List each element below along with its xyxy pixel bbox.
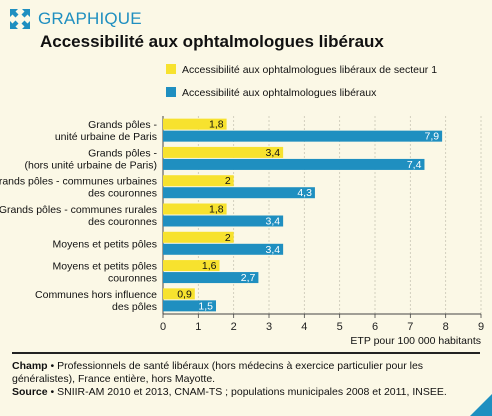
x-tick-label: 4 bbox=[301, 321, 307, 333]
data-label-secteur1: 1,8 bbox=[209, 204, 224, 216]
category-label: des couronnes bbox=[88, 188, 157, 200]
graphique-tag: GRAPHIQUE bbox=[38, 9, 142, 28]
category-label: Grands pôles - communes urbaines bbox=[0, 176, 157, 188]
data-label-all: 7,9 bbox=[425, 131, 440, 143]
category-label: unité urbaine de Paris bbox=[55, 131, 157, 143]
champ-label: Champ bbox=[12, 360, 48, 372]
category-label: Communes hors influence bbox=[35, 289, 157, 301]
bar-secteur1 bbox=[163, 231, 234, 243]
bar-secteur1 bbox=[163, 175, 234, 187]
bar-all bbox=[163, 215, 284, 227]
chart-header: GRAPHIQUE Accessibilité aux ophtalmologu… bbox=[10, 8, 480, 51]
data-label-all: 3,4 bbox=[266, 216, 281, 228]
bar-all bbox=[163, 272, 259, 284]
bar-all bbox=[163, 187, 315, 199]
chart-title: Accessibilité aux ophtalmologues libérau… bbox=[40, 32, 384, 51]
data-label-all: 3,4 bbox=[266, 244, 281, 256]
data-label-secteur1: 3,4 bbox=[266, 147, 281, 159]
x-tick-label: 2 bbox=[231, 321, 237, 333]
bar-all bbox=[163, 243, 284, 255]
bar-secteur1 bbox=[163, 288, 195, 300]
x-tick-label: 9 bbox=[478, 321, 484, 333]
bar-all bbox=[163, 300, 216, 312]
data-label-secteur1: 2 bbox=[225, 232, 231, 244]
legend-swatch-2 bbox=[166, 87, 176, 97]
category-label: couronnes bbox=[108, 273, 157, 285]
category-label: Moyens et petits pôles bbox=[53, 261, 157, 273]
category-label: Moyens et petits pôles bbox=[53, 238, 157, 250]
x-tick-label: 7 bbox=[407, 321, 413, 333]
champ-note: Champ • Professionnels de santé libéraux… bbox=[12, 360, 480, 386]
legend-swatch-1 bbox=[166, 64, 176, 74]
data-label-secteur1: 0,9 bbox=[177, 288, 192, 300]
x-tick-label: 8 bbox=[443, 321, 449, 333]
source-text: • SNIIR-AM 2010 et 2013, CNAM-TS ; popul… bbox=[47, 386, 447, 398]
source-label: Source bbox=[12, 386, 48, 398]
legend-label-1: Accessibilité aux ophtalmologues libérau… bbox=[182, 64, 437, 76]
legend-label-2: Accessibilité aux ophtalmologues libérau… bbox=[182, 87, 377, 99]
source-note: Source • SNIIR-AM 2010 et 2013, CNAM-TS … bbox=[12, 386, 480, 399]
data-label-secteur1: 2 bbox=[225, 175, 231, 187]
data-label-all: 2,7 bbox=[241, 272, 256, 284]
bar-secteur1 bbox=[163, 146, 284, 158]
bar-secteur1 bbox=[163, 118, 227, 130]
data-label-secteur1: 1,6 bbox=[202, 260, 217, 272]
corner-decoration bbox=[470, 394, 492, 416]
bar-chart: Accessibilité aux ophtalmologues libérau… bbox=[0, 64, 484, 347]
x-tick-label: 3 bbox=[266, 321, 272, 333]
data-label-all: 7,4 bbox=[407, 159, 422, 171]
data-label-all: 1,5 bbox=[198, 300, 213, 312]
category-label: (hors unité urbaine de Paris) bbox=[25, 159, 158, 171]
x-tick-label: 1 bbox=[195, 321, 201, 333]
x-tick-label: 0 bbox=[160, 321, 166, 333]
x-tick-label: 5 bbox=[337, 321, 343, 333]
data-label-secteur1: 1,8 bbox=[209, 119, 224, 131]
champ-text: • Professionnels de santé libéraux (hors… bbox=[12, 360, 424, 385]
x-tick-label: 6 bbox=[372, 321, 378, 333]
category-label: Grands pôles - bbox=[88, 119, 157, 131]
x-axis-label: ETP pour 100 000 habitants bbox=[350, 335, 481, 347]
category-label: des pôles bbox=[112, 301, 157, 313]
bar-secteur1 bbox=[163, 260, 220, 272]
tag-row: GRAPHIQUE bbox=[10, 8, 480, 30]
category-label: Grands pôles - bbox=[88, 147, 157, 159]
category-label: Grands pôles - communes rurales bbox=[0, 204, 157, 216]
bar-secteur1 bbox=[163, 203, 227, 215]
expand-arrows-icon[interactable] bbox=[10, 9, 30, 29]
bar-all bbox=[163, 130, 443, 142]
category-label: des couronnes bbox=[88, 216, 157, 228]
chart-footer: Champ • Professionnels de santé libéraux… bbox=[12, 352, 480, 399]
bar-all bbox=[163, 158, 425, 170]
data-label-all: 4,3 bbox=[297, 187, 312, 199]
